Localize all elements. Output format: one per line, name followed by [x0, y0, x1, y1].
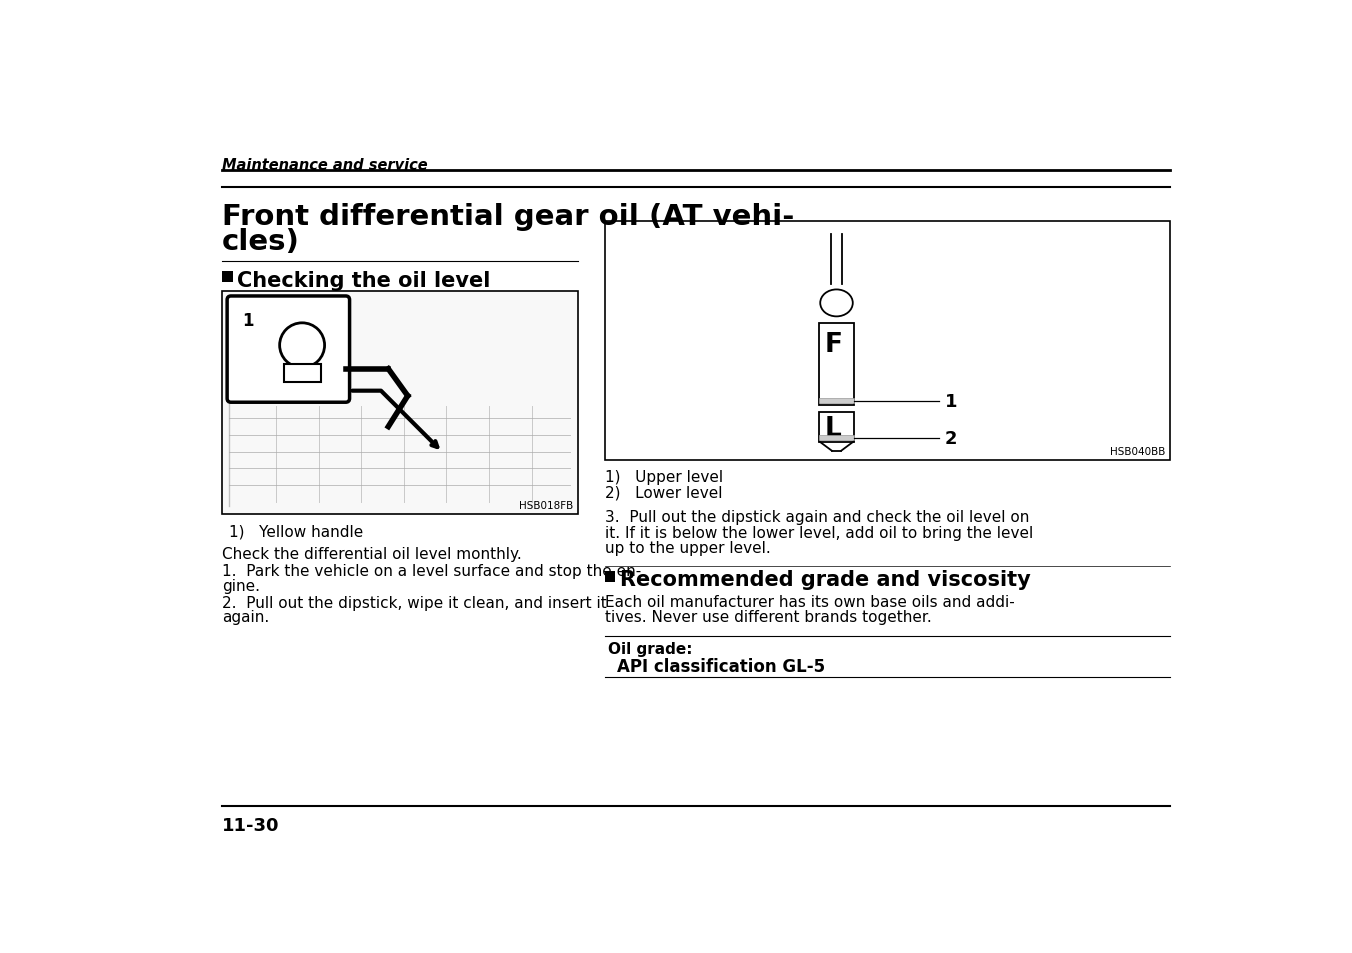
Text: Front differential gear oil (AT vehi-: Front differential gear oil (AT vehi- [222, 203, 794, 231]
Text: up to the upper level.: up to the upper level. [604, 540, 771, 556]
Bar [819, 436, 853, 440]
Text: 2.  Pull out the dipstick, wipe it clean, and insert it: 2. Pull out the dipstick, wipe it clean,… [222, 595, 607, 610]
Text: 1.  Park the vehicle on a level surface and stop the en-: 1. Park the vehicle on a level surface a… [222, 563, 641, 578]
Bar [604, 571, 615, 582]
Bar [604, 222, 1171, 460]
Text: Maintenance and service: Maintenance and service [222, 158, 427, 173]
Bar [819, 399, 853, 403]
Text: Recommended grade and viscosity: Recommended grade and viscosity [621, 570, 1030, 590]
Text: 1)   Yellow handle: 1) Yellow handle [230, 523, 364, 538]
Text: again.: again. [222, 610, 269, 625]
Bar [284, 364, 320, 383]
Text: 1: 1 [945, 393, 957, 410]
Text: HSB040BB: HSB040BB [1110, 447, 1165, 456]
Text: 2)   Lower level: 2) Lower level [604, 485, 722, 500]
FancyBboxPatch shape [227, 296, 350, 403]
Bar [222, 272, 233, 283]
Bar [819, 413, 853, 442]
Text: 3.  Pull out the dipstick again and check the oil level on: 3. Pull out the dipstick again and check… [604, 510, 1029, 525]
Text: Oil grade:: Oil grade: [608, 641, 694, 657]
Text: Checking the oil level: Checking the oil level [237, 271, 491, 291]
Text: Check the differential oil level monthly.: Check the differential oil level monthly… [222, 547, 522, 561]
Bar [222, 292, 579, 515]
Text: tives. Never use different brands together.: tives. Never use different brands togeth… [604, 610, 932, 625]
Bar [819, 324, 853, 405]
Text: 1: 1 [242, 312, 253, 329]
Text: Each oil manufacturer has its own base oils and addi-: Each oil manufacturer has its own base o… [604, 595, 1014, 609]
Text: gine.: gine. [222, 578, 260, 593]
Text: cles): cles) [222, 228, 300, 255]
Text: it. If it is below the lower level, add oil to bring the level: it. If it is below the lower level, add … [604, 525, 1033, 540]
Text: 1)   Upper level: 1) Upper level [604, 470, 723, 485]
Text: API classification GL-5: API classification GL-5 [617, 658, 825, 676]
Text: 2: 2 [945, 429, 957, 447]
Text: 11-30: 11-30 [222, 816, 280, 834]
Text: F: F [825, 332, 842, 357]
Text: HSB018FB: HSB018FB [519, 500, 573, 511]
Text: L: L [825, 416, 842, 442]
